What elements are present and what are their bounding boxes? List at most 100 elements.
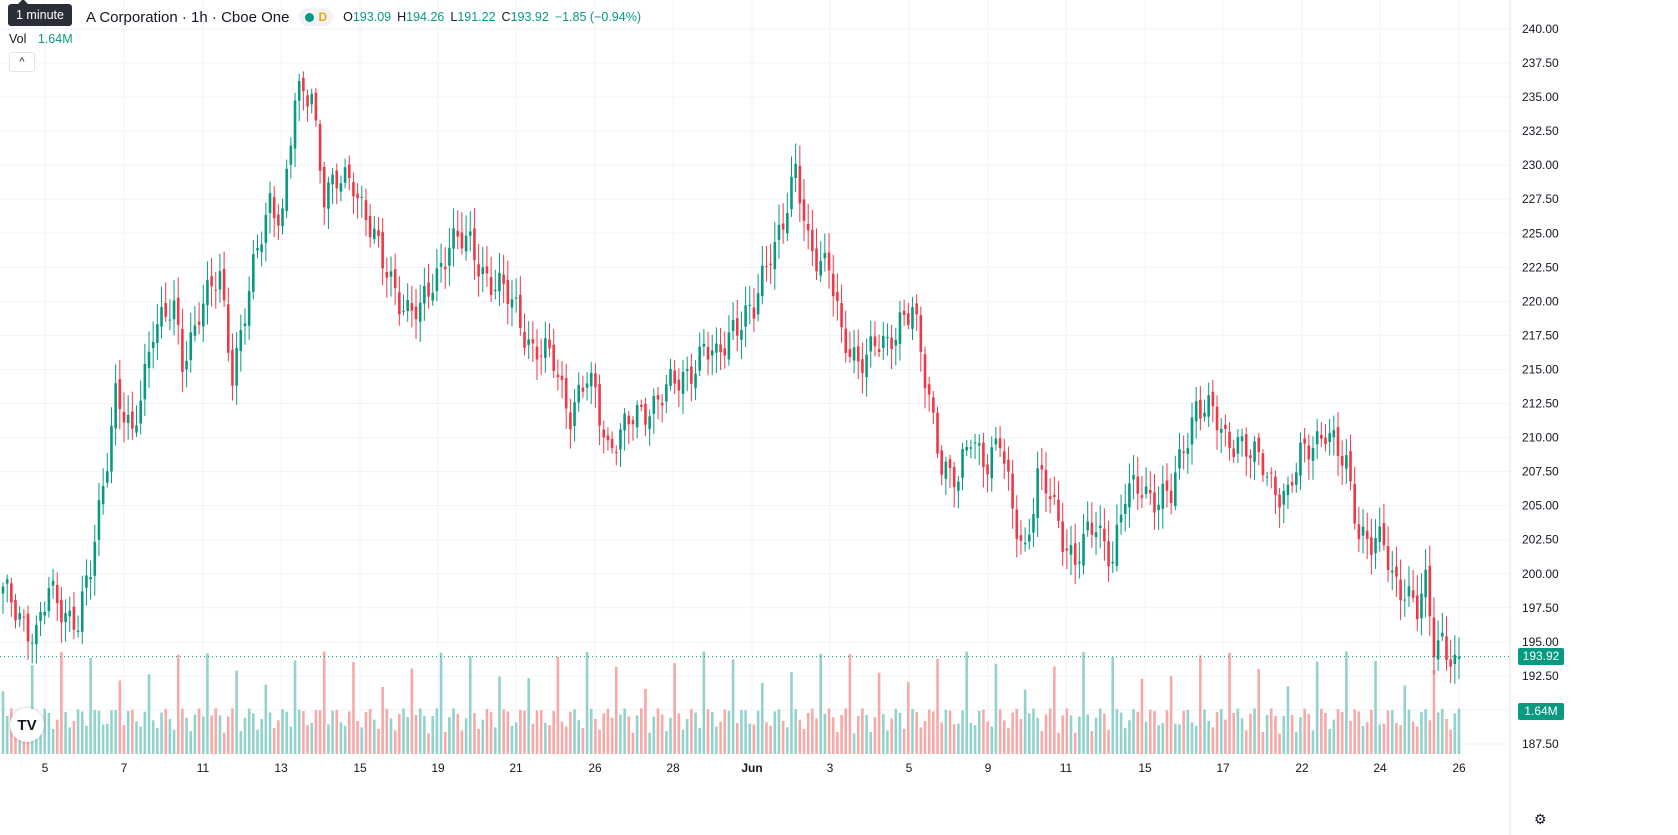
x-tick-label: 24 (1373, 761, 1387, 775)
candle-body (619, 429, 622, 450)
candle-body (1107, 541, 1110, 567)
candle-body (89, 577, 92, 580)
volume-bar (1303, 708, 1306, 754)
volume-bar (435, 708, 439, 754)
volume-bar (39, 718, 42, 754)
candle-body (498, 272, 501, 292)
candle-body (10, 583, 13, 603)
volume-bar (122, 725, 126, 754)
y-tick-label: 202.50 (1522, 533, 1559, 547)
candle-body (247, 290, 251, 326)
candle-body (727, 332, 731, 360)
volume-bar (527, 678, 530, 754)
candle-body (786, 213, 789, 234)
candle-body (602, 429, 606, 438)
volume-bar (694, 712, 697, 754)
volume-bar (493, 727, 497, 754)
candle-body (60, 600, 63, 623)
volume-bar (1032, 708, 1035, 754)
candle-body (1261, 453, 1265, 476)
x-tick-label: 11 (197, 761, 210, 775)
candle-body (1411, 590, 1415, 598)
volume-bar (360, 727, 364, 754)
volume-bar (1415, 726, 1419, 754)
candle-body (1357, 524, 1361, 540)
volume-bar (781, 720, 785, 754)
candle-body (151, 341, 155, 349)
volume-bar (957, 723, 960, 754)
volume-bar (1094, 717, 1098, 754)
market-status[interactable]: D (299, 8, 334, 26)
candle-body (952, 467, 956, 488)
volume-bar (427, 733, 430, 754)
candle-body (907, 313, 910, 325)
gear-icon[interactable]: ⚙ (1534, 811, 1547, 827)
candle-body (373, 228, 376, 240)
candle-body (1224, 424, 1227, 429)
volume-bar (385, 708, 389, 754)
candle-body (14, 600, 17, 621)
volume-bar (1090, 731, 1094, 754)
volume-bar (131, 709, 134, 754)
volume-bar (1178, 724, 1181, 754)
candle-body (527, 339, 530, 345)
volume-bar (969, 723, 973, 754)
volume-bar (418, 708, 422, 754)
tradingview-logo-icon[interactable]: TV (10, 708, 44, 742)
volume-bar (335, 709, 339, 754)
candle-body (381, 232, 384, 269)
collapse-legend-button[interactable]: ^ (9, 52, 35, 72)
volume-bar (1240, 718, 1244, 754)
candle-body (1027, 534, 1031, 542)
candle-body (106, 471, 109, 483)
candle-body (698, 346, 702, 371)
volume-bar (994, 663, 998, 754)
candle-body (314, 92, 318, 121)
symbol-title[interactable]: A Corporation · 1h · Cboe One (86, 8, 290, 26)
volume-bar (1274, 716, 1277, 754)
candle-body (865, 354, 868, 378)
volume-bar (794, 708, 797, 754)
candle-body (80, 591, 84, 632)
volume-bar (594, 718, 597, 754)
volume-bar (577, 720, 581, 754)
candle-body (306, 95, 309, 107)
candle-body (1019, 535, 1023, 541)
y-tick-label: 217.50 (1522, 328, 1559, 342)
volume-bar (206, 653, 209, 754)
candle-body (665, 384, 668, 402)
volume-bar (640, 708, 643, 754)
volume-bar (1140, 678, 1144, 754)
volume-bar (1128, 720, 1131, 754)
volume-bar (598, 729, 601, 754)
volume-bar (606, 708, 610, 754)
volume-bar (852, 733, 856, 754)
volume-bar (381, 687, 384, 754)
candle-body (919, 315, 923, 352)
candle-body (1365, 530, 1369, 539)
candle-body (139, 400, 142, 424)
candle-body (493, 289, 497, 292)
volume-bar (648, 732, 651, 754)
volume-bar (93, 709, 97, 754)
candle-body (206, 280, 209, 306)
volume-bar (740, 710, 743, 754)
candle-body (1119, 514, 1123, 523)
y-tick-label: 240.00 (1522, 22, 1559, 36)
y-tick-label: 215.00 (1522, 362, 1559, 376)
volume-bar (927, 709, 931, 754)
candle-body (1432, 617, 1436, 658)
volume-bar (439, 652, 443, 754)
y-tick-label: 205.00 (1522, 499, 1559, 513)
volume-bar (790, 672, 793, 754)
candle-body (1332, 430, 1336, 438)
x-tick-label: 13 (274, 761, 288, 775)
candle-body (1232, 448, 1236, 457)
candle-body (1228, 431, 1231, 449)
volume-bar (735, 722, 739, 754)
volume-bar (1019, 718, 1023, 754)
candle-body (932, 397, 935, 413)
y-tick-label: 187.50 (1522, 737, 1559, 751)
candle-body (1424, 569, 1427, 598)
